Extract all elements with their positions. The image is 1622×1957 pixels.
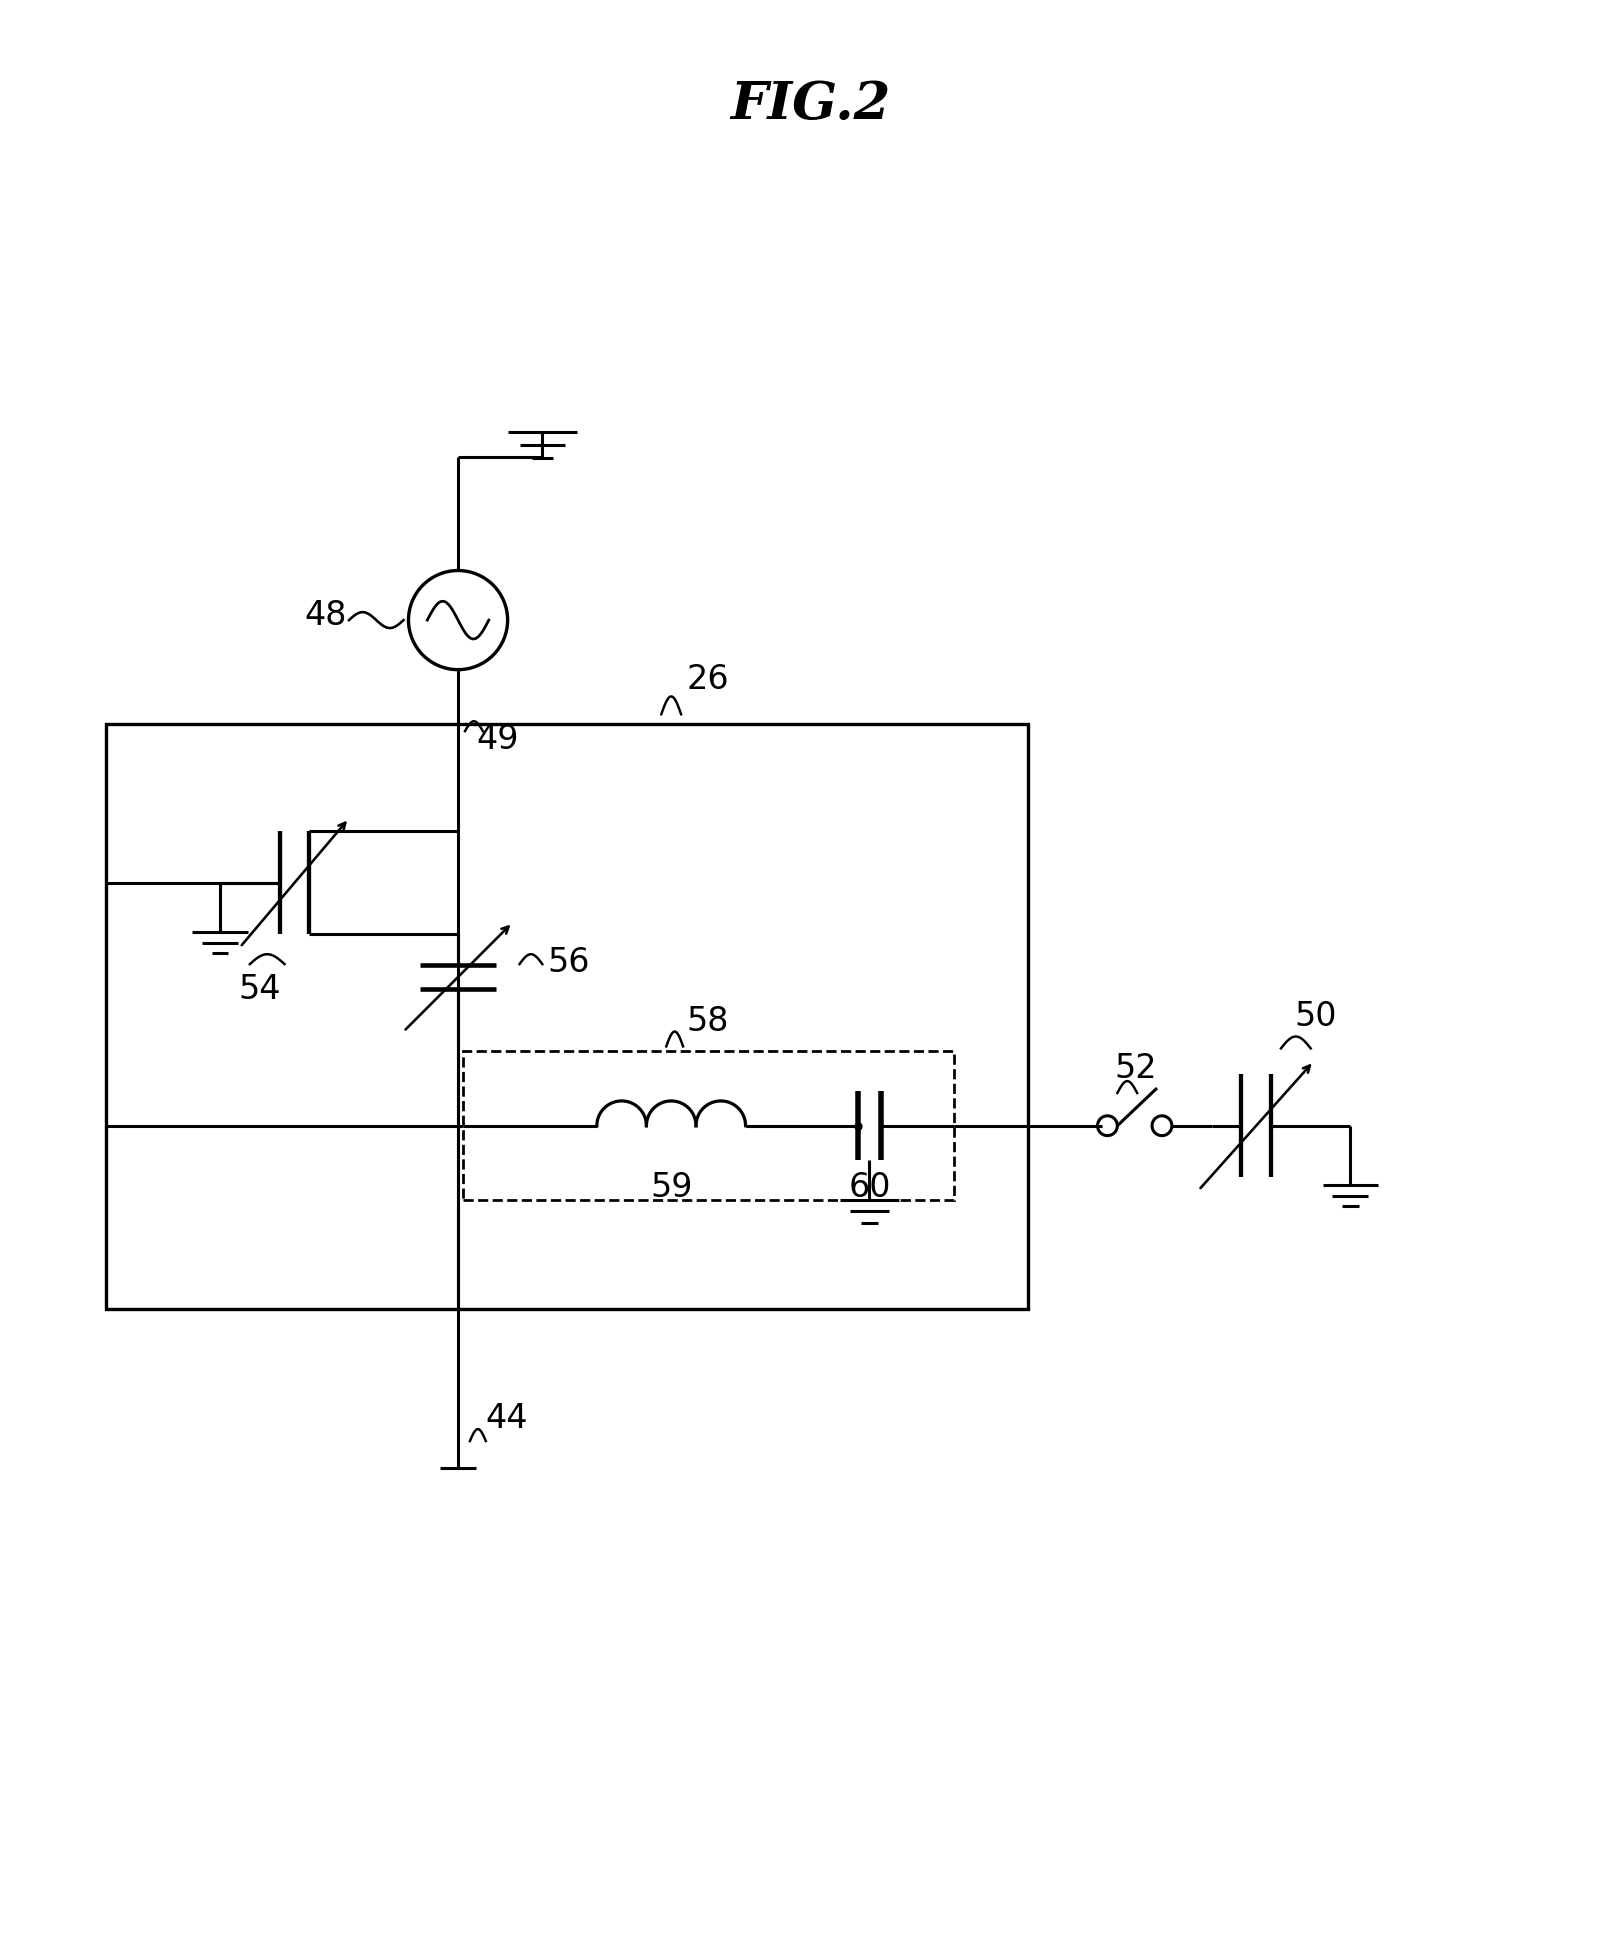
- Bar: [105, 724, 1028, 1309]
- Text: 48: 48: [305, 599, 347, 632]
- Text: 58: 58: [686, 1006, 728, 1037]
- Text: 50: 50: [1294, 1000, 1337, 1033]
- Text: 49: 49: [475, 722, 519, 755]
- Text: 59: 59: [650, 1170, 693, 1204]
- Text: 26: 26: [686, 663, 728, 697]
- Bar: [462, 1051, 954, 1200]
- Text: 56: 56: [547, 945, 590, 978]
- Text: 52: 52: [1114, 1051, 1156, 1084]
- Text: 54: 54: [238, 973, 281, 1006]
- Text: 60: 60: [848, 1170, 890, 1204]
- Text: FIG.2: FIG.2: [730, 78, 890, 129]
- Text: 44: 44: [487, 1401, 529, 1434]
